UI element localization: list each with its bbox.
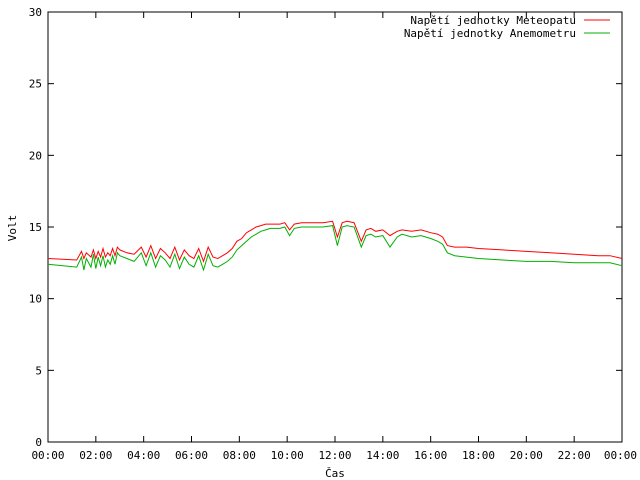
legend-item-anemometr: Napětí jednotky Anemometru: [404, 27, 610, 40]
x-tick-label: 12:00: [318, 449, 351, 462]
x-tick-label: 02:00: [79, 449, 112, 462]
x-axis-ticks: 00:00 02:00 04:00 06:00 08:00 10:00 12:00 14:00…: [31, 12, 637, 462]
x-tick-label: 14:00: [366, 449, 399, 462]
x-tick-label: 00:00: [31, 449, 64, 462]
series-line-1: [47, 225, 623, 272]
x-tick-label: 00:00: [604, 449, 637, 462]
y-axis-ticks: 0 5 10 15 20 25 30: [29, 6, 622, 449]
legend-label-meteopat: Napětí jednotky Meteopatu: [410, 14, 576, 27]
x-tick-label: 18:00: [462, 449, 495, 462]
x-tick-label: 22:00: [558, 449, 591, 462]
y-tick-label: 10: [29, 293, 42, 306]
x-tick-label: 10:00: [271, 449, 304, 462]
y-tick-label: 25: [29, 78, 42, 91]
x-tick-label: 08:00: [223, 449, 256, 462]
x-tick-label: 06:00: [175, 449, 208, 462]
x-tick-label: 16:00: [414, 449, 447, 462]
legend: Napětí jednotky Meteopatu Napětí jednotk…: [404, 14, 610, 40]
y-axis-title: Volt: [6, 215, 19, 242]
plot-frame: [47, 11, 623, 443]
y-tick-label: 20: [29, 149, 42, 162]
y-tick-label: 0: [35, 436, 42, 449]
y-tick-label: 30: [29, 6, 42, 19]
x-tick-label: 20:00: [510, 449, 543, 462]
series-layer: [47, 220, 623, 272]
x-axis-title: Čas: [325, 467, 345, 480]
series-line-0: [47, 220, 623, 263]
y-tick-label: 15: [29, 221, 42, 234]
x-tick-label: 04:00: [127, 449, 160, 462]
legend-item-meteopat: Napětí jednotky Meteopatu: [410, 14, 610, 27]
y-tick-label: 5: [35, 364, 42, 377]
legend-label-anemometr: Napětí jednotky Anemometru: [404, 27, 576, 40]
